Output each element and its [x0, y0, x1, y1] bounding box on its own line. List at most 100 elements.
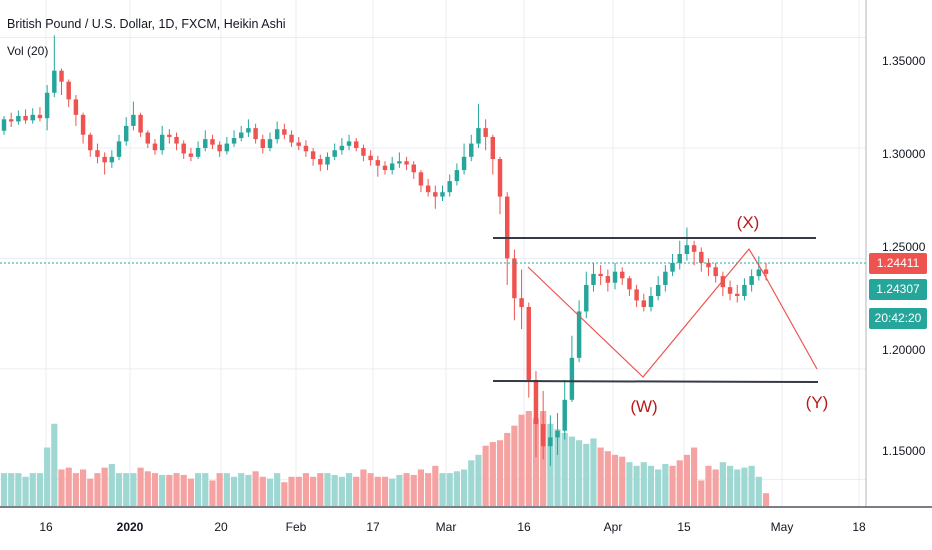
candle-body [224, 143, 230, 152]
volume-bar [180, 474, 187, 506]
candle-body [447, 181, 452, 193]
volume-bar [72, 473, 79, 506]
support-line[interactable] [492, 380, 819, 383]
time-tick-label: 15 [677, 520, 691, 534]
candle-body [389, 163, 395, 171]
candle-body [576, 311, 582, 358]
volume-bar [87, 478, 94, 506]
volume-bar [640, 462, 647, 506]
candle-body [88, 134, 93, 151]
volume-bar [698, 480, 705, 506]
candle-body [167, 134, 172, 137]
candle-body [332, 150, 337, 157]
candle-body [433, 192, 438, 197]
candle-body [562, 399, 567, 431]
candle-body [555, 430, 560, 438]
time-tick-label: Mar [436, 520, 457, 534]
volume-bar [389, 478, 396, 506]
candle-body [289, 134, 294, 143]
volume-bar [755, 476, 762, 506]
volume-bar [317, 473, 324, 506]
bid-price-tag: 1.24307 [869, 279, 927, 300]
volume-bar [123, 473, 130, 506]
volume-bar [633, 465, 640, 506]
volume-bar [151, 473, 159, 506]
symbol-title[interactable]: British Pound / U.S. Dollar, 1D, FXCM, H… [7, 17, 286, 31]
candle-body [440, 192, 445, 197]
volume-bar [202, 473, 209, 506]
candle-body [37, 114, 43, 119]
volume-bar [626, 462, 633, 506]
candle-body [282, 129, 287, 135]
volume-bar [691, 447, 698, 506]
volume-bar [676, 460, 683, 506]
volume-bar [94, 473, 101, 506]
candle-body [735, 293, 740, 296]
volume-bar [187, 478, 194, 506]
candle-body [763, 269, 769, 274]
candle-body [519, 298, 524, 308]
volume-bar [324, 473, 331, 506]
volume-bar [590, 438, 597, 506]
candle-body [504, 196, 510, 259]
candle-body [203, 139, 208, 148]
candle-body [727, 287, 733, 294]
candle-body [267, 139, 273, 148]
volume-bar [554, 429, 561, 506]
volume-bar [705, 465, 712, 506]
candle-body [749, 276, 754, 285]
volume-bar [166, 474, 173, 506]
candle-body [548, 437, 553, 447]
volume-bar [65, 467, 72, 506]
volume-bar [417, 469, 425, 506]
volume-bar [719, 462, 726, 506]
volume-bar [252, 471, 259, 506]
volume-bar [741, 467, 748, 506]
candle-body [619, 271, 625, 279]
candle-body [188, 153, 194, 157]
volume-bar [683, 454, 691, 506]
candle-body [742, 284, 747, 296]
candle-body [52, 70, 57, 93]
volume-bar [238, 473, 245, 506]
candle-body [102, 156, 107, 163]
candle-body [454, 170, 460, 182]
volume-bars [0, 411, 770, 506]
candle-body [260, 139, 266, 148]
volume-bar [144, 471, 151, 506]
candle-body [66, 81, 71, 100]
volume-bar [58, 469, 65, 506]
wave-path[interactable] [527, 247, 818, 378]
candle-body [397, 161, 402, 164]
volume-bar [568, 436, 575, 506]
candle-body [497, 159, 503, 197]
volume-bar [712, 469, 719, 506]
volume-bar [22, 476, 29, 506]
volume-indicator-label[interactable]: Vol (20) [7, 44, 49, 58]
time-axis[interactable]: 16 2020 20 Feb 17 Mar 16 Apr 15 May 18 [39, 520, 866, 534]
volume-bar [137, 467, 144, 506]
volume-bar [108, 463, 115, 506]
wave-label-w: (W) [630, 397, 657, 416]
volume-bar [453, 471, 460, 506]
volume-bar [310, 476, 317, 506]
candle-body [490, 136, 496, 160]
volume-bar [15, 473, 22, 506]
volume-bar [460, 469, 468, 506]
candle-body [591, 273, 596, 285]
candle-body [634, 289, 639, 301]
candle-body [303, 145, 309, 152]
candle-body [418, 172, 424, 186]
volume-bar [396, 474, 403, 506]
candle-body [131, 114, 136, 126]
candle-body [231, 138, 237, 144]
volume-bar [655, 469, 662, 506]
price-tick-label: 1.30000 [882, 147, 926, 161]
chart-grid [0, 0, 866, 507]
candle-body [73, 99, 79, 115]
volume-bar [345, 473, 353, 506]
candle-body [699, 251, 704, 263]
time-tick-label: 16 [39, 520, 53, 534]
price-axis[interactable]: 1.35000 1.30000 1.25000 1.20000 1.15000 [882, 54, 926, 458]
